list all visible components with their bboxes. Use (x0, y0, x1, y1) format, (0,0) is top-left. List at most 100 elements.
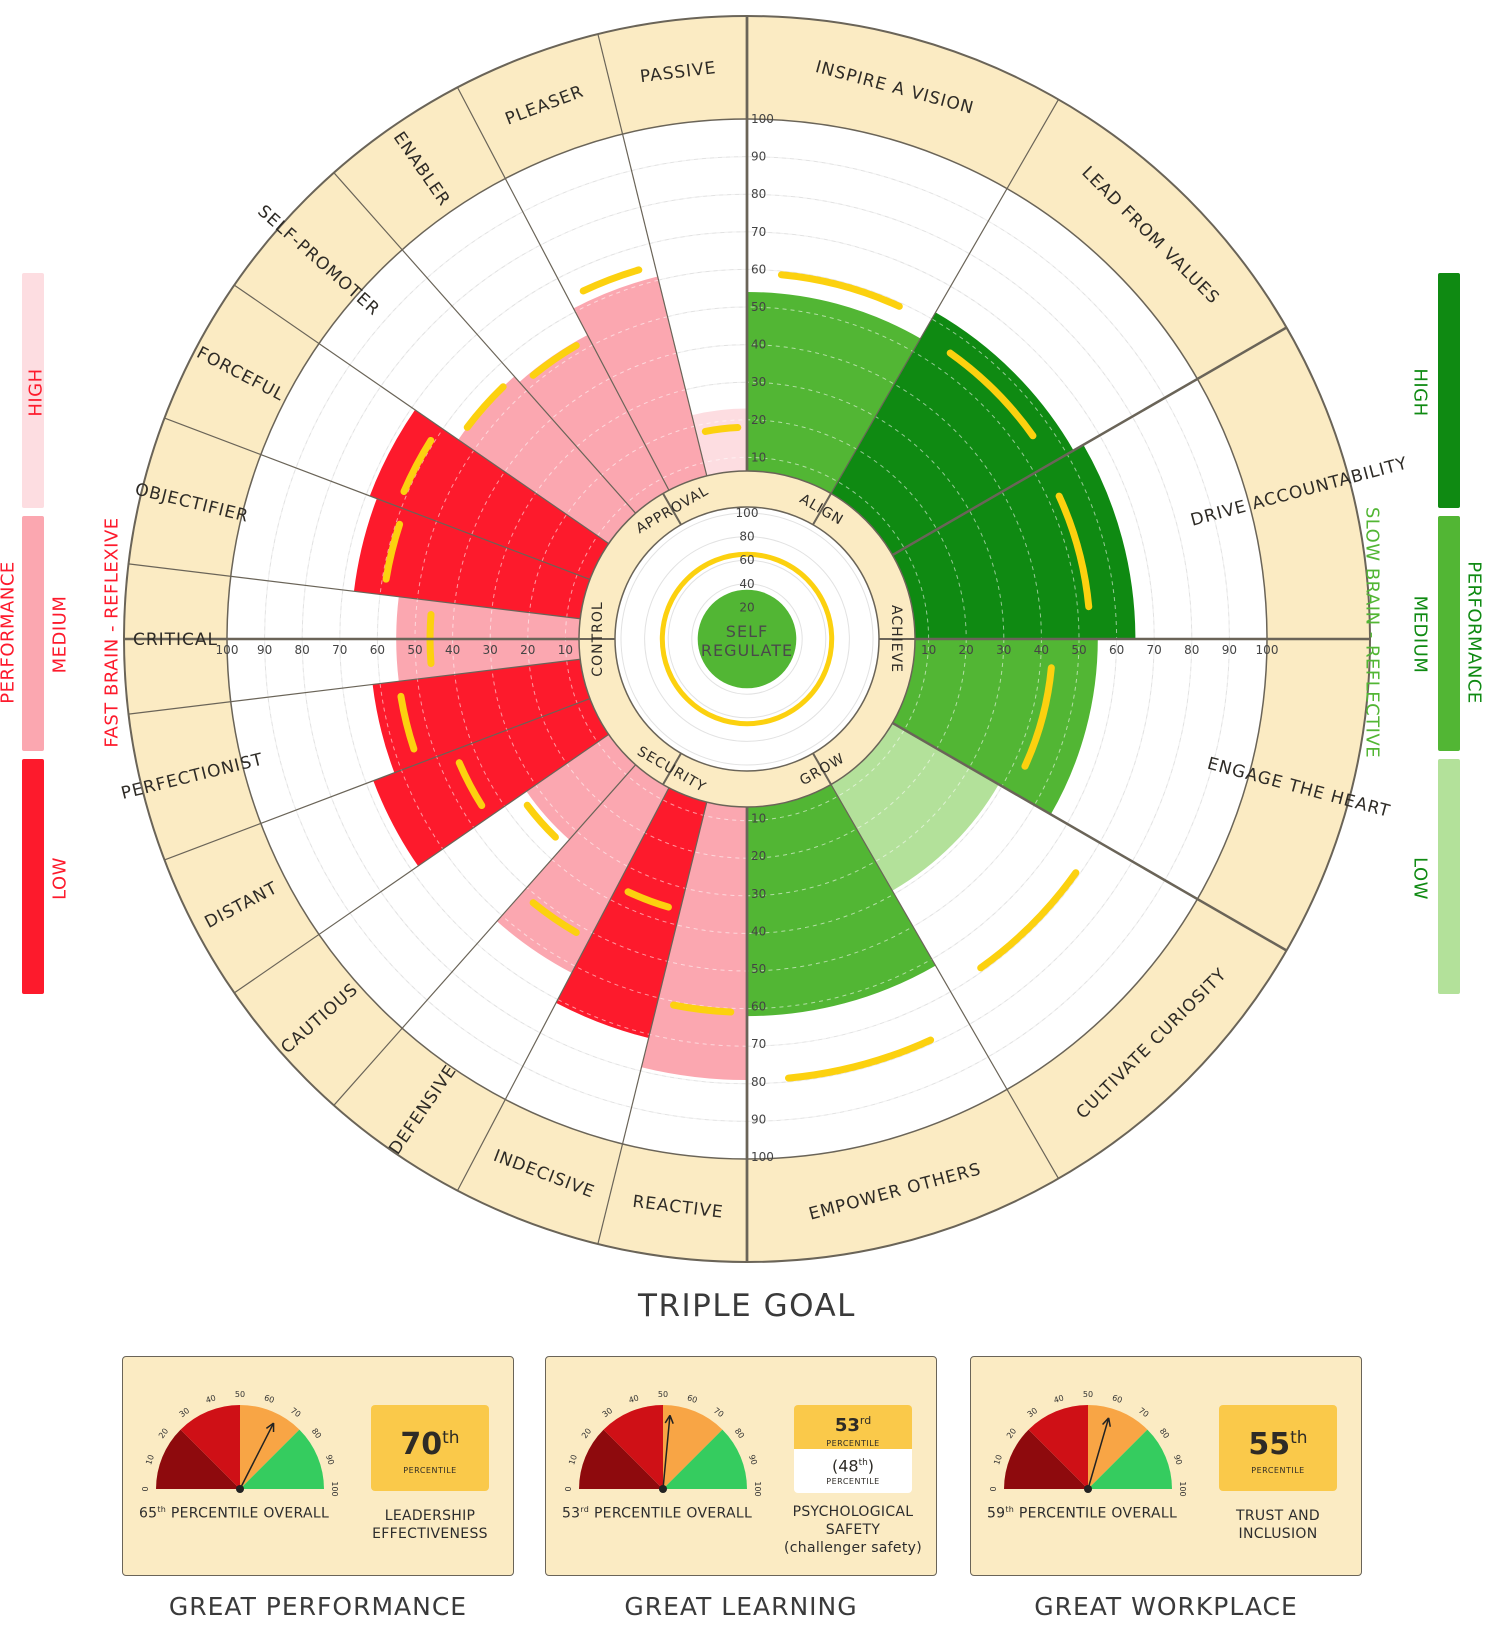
tick-label-down: 70 (751, 1037, 766, 1051)
bar-drive-accountability (871, 444, 1136, 639)
bar-self-promoter (458, 376, 652, 558)
tick-label-right: 10 (921, 643, 936, 657)
metric-label: LEADERSHIP EFFECTIVENESS (372, 1508, 488, 1542)
target-mark (382, 520, 404, 583)
gauge-zone-low (1028, 1405, 1088, 1489)
percentile-box: 55th PERCENTILE (1219, 1405, 1337, 1491)
tick-label-right: 80 (1184, 643, 1199, 657)
percentile-box: 70th PERCENTILE (371, 1405, 489, 1491)
left-legend-low-label: LOW (49, 857, 71, 900)
gauge-zone-very-low (1004, 1429, 1088, 1489)
gauge-tick-label: 70 (712, 1406, 726, 1419)
gauge-tick-label: 90 (747, 1454, 759, 1466)
sector-divider (597, 33, 714, 500)
left-legend-medium-label: MEDIUM (49, 595, 71, 674)
center-tick-label: 80 (739, 530, 754, 544)
bar-indecisive (556, 766, 713, 1039)
center-grid-circle (667, 559, 827, 719)
right-legend-high-bar (1438, 273, 1460, 508)
gauge-tick-label: 30 (1026, 1406, 1040, 1419)
gauge-tick-label: 10 (144, 1454, 156, 1466)
gauge-tick-label: 70 (289, 1406, 303, 1419)
bar-distant (373, 690, 629, 867)
gauge-hub (659, 1485, 667, 1493)
tick-label-down: 50 (751, 962, 766, 976)
gauge-zone-medium (1088, 1405, 1148, 1489)
gauge-tick-label: 40 (205, 1393, 217, 1405)
tick-label-down: 80 (751, 1075, 766, 1089)
tick-label-right: 70 (1147, 643, 1162, 657)
tick-label-up: 20 (751, 413, 766, 427)
triple-goal-title: TRIPLE GOAL (638, 1288, 856, 1324)
target-mark (1021, 664, 1055, 770)
sector-divider (333, 172, 652, 532)
gauge-needle-head (265, 1422, 275, 1433)
inner-divider (662, 493, 682, 526)
sector-divider (597, 778, 714, 1245)
center-tick-label: 20 (739, 600, 754, 614)
bar-lead-from-values (819, 312, 1074, 567)
tick-label-up: 30 (751, 375, 766, 389)
tick-label-down: 10 (751, 812, 766, 826)
gauge-tick-label: 0 (564, 1486, 573, 1491)
target-mark (669, 1001, 735, 1016)
gauge-tick-label: 60 (1111, 1393, 1123, 1405)
gauge-tick-label: 80 (310, 1427, 323, 1441)
tick-label-left: 90 (257, 643, 272, 657)
gauge-tick-label: 10 (992, 1454, 1004, 1466)
tick-label-up: 60 (751, 262, 766, 276)
right-legend-low-bar (1438, 759, 1460, 994)
tick-label-right: 50 (1071, 643, 1086, 657)
overall-percentile-label: 65th PERCENTILE OVERALL (138, 1505, 330, 1522)
tick-label-down: 30 (751, 887, 766, 901)
tick-label-up: 100 (751, 112, 774, 126)
gauge-zone-medium (240, 1405, 300, 1489)
bar-defensive (496, 746, 681, 973)
gauge-zone-low (180, 1405, 240, 1489)
bar-perfectionist (372, 656, 613, 773)
bar-pleaser (573, 276, 713, 512)
tick-label-left: 30 (483, 643, 498, 657)
gauge-tick-label: 30 (601, 1406, 615, 1419)
target-mark (624, 888, 672, 911)
right-legend-subtitle: SLOW BRAIN - REFLECTIVE (1361, 506, 1383, 759)
right-legend-medium-bar (1438, 516, 1460, 751)
left-legend-subtitle: FAST BRAIN - REFLEXIVE (101, 517, 123, 748)
percentile-gauge: 0 10 20 30 40 50 60 70 80 90 100 (989, 1390, 1187, 1497)
gauge-tick-label: 80 (733, 1427, 746, 1441)
tick-label-left: 40 (445, 643, 460, 657)
target-mark (523, 801, 559, 841)
gauge-tick-label: 90 (1172, 1454, 1184, 1466)
gauge-tick-label: 70 (1137, 1406, 1151, 1419)
center-grid-circle (644, 536, 850, 742)
gauge-needle (662, 1415, 671, 1490)
gauge-needle-head (664, 1414, 674, 1424)
gauge-needle (1087, 1417, 1110, 1490)
gauge-tick-label: 100 (330, 1481, 339, 1496)
gauge-tick-label: 0 (141, 1486, 150, 1491)
card-footer-learning: GREAT LEARNING (624, 1592, 858, 1621)
tick-label-up: 10 (751, 450, 766, 464)
center-value-disc (697, 589, 797, 689)
gauge-zone-high (240, 1429, 324, 1489)
percentile-gauge: 0 10 20 30 40 50 60 70 80 90 100 (141, 1390, 339, 1497)
tick-label-down: 100 (751, 1150, 774, 1164)
right-legend-medium-label: MEDIUM (1409, 595, 1431, 674)
sector-divider (333, 746, 652, 1106)
sector-divider (818, 763, 1060, 1179)
tick-label-right: 30 (996, 643, 1011, 657)
gauge-zone-very-low (579, 1429, 663, 1489)
tick-label-left: 10 (558, 643, 573, 657)
sector-divider (233, 284, 629, 558)
gauge-zone-high (1088, 1429, 1172, 1489)
tick-label-right: 90 (1222, 643, 1237, 657)
sector-divider (871, 326, 1288, 569)
gauge-tick-label: 50 (658, 1390, 668, 1399)
percentile-gauge: 0 10 20 30 40 50 60 70 80 90 100 (564, 1390, 762, 1497)
tick-label-left: 80 (295, 643, 310, 657)
tick-label-up: 70 (751, 225, 766, 239)
center-grid-circle (620, 512, 874, 766)
target-mark (1055, 492, 1093, 611)
goal-card-performance: 0 10 20 30 40 50 60 70 80 90 100 65th PERCENTILE O… (122, 1356, 514, 1576)
tick-label-down: 90 (751, 1112, 766, 1126)
